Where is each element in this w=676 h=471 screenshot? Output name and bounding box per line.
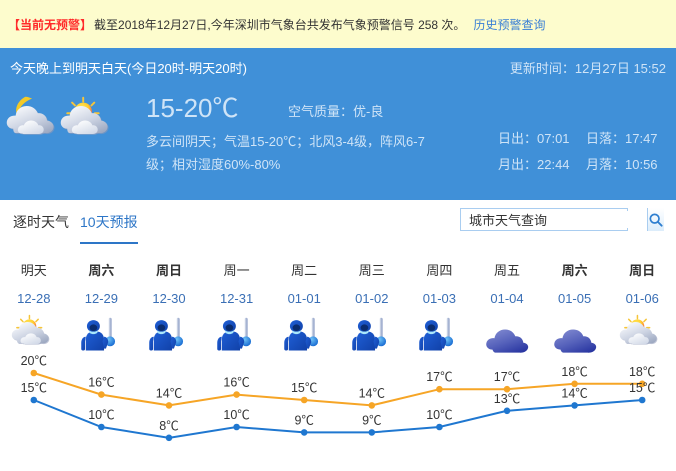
svg-text:18℃: 18℃ <box>561 365 587 379</box>
svg-text:16℃: 16℃ <box>88 376 114 390</box>
svg-text:9℃: 9℃ <box>362 413 381 427</box>
svg-text:14℃: 14℃ <box>561 386 587 400</box>
svg-text:13℃: 13℃ <box>494 392 520 406</box>
svg-text:10℃: 10℃ <box>426 408 452 422</box>
svg-text:15℃: 15℃ <box>629 381 655 395</box>
svg-text:15℃: 15℃ <box>21 381 47 395</box>
svg-text:10℃: 10℃ <box>223 408 249 422</box>
svg-text:15℃: 15℃ <box>291 381 317 395</box>
svg-text:14℃: 14℃ <box>359 386 385 400</box>
svg-text:9℃: 9℃ <box>294 413 313 427</box>
svg-text:17℃: 17℃ <box>426 370 452 384</box>
svg-text:16℃: 16℃ <box>223 376 249 390</box>
svg-text:18℃: 18℃ <box>629 365 655 379</box>
svg-text:8℃: 8℃ <box>159 419 178 433</box>
svg-text:20℃: 20℃ <box>21 354 47 368</box>
svg-text:17℃: 17℃ <box>494 370 520 384</box>
svg-text:14℃: 14℃ <box>156 386 182 400</box>
svg-text:10℃: 10℃ <box>88 408 114 422</box>
